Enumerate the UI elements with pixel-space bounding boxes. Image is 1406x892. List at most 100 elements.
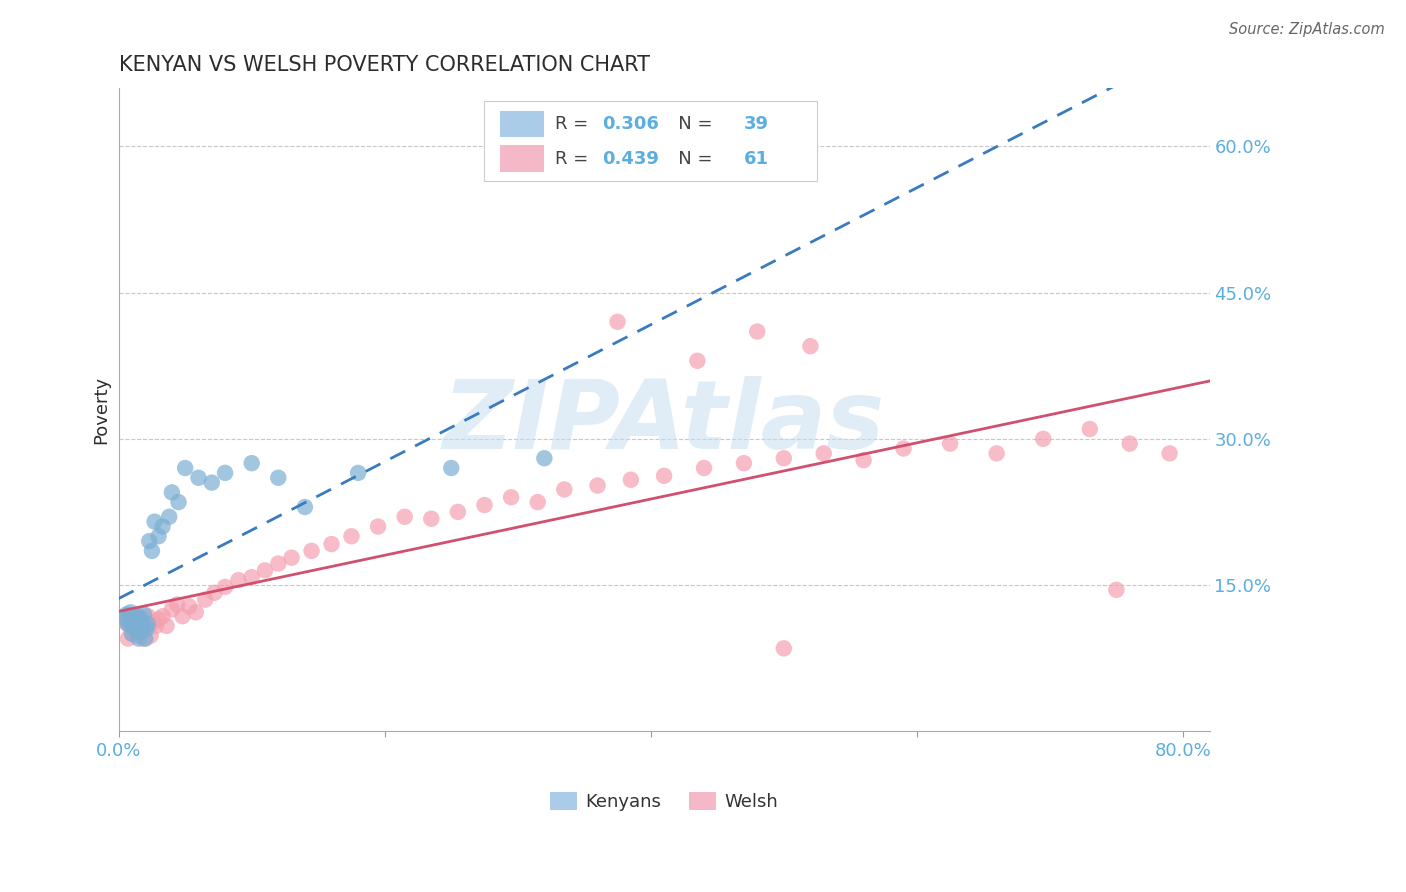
Point (652, 468, 675, 483)
Point (267, 557, 290, 571)
Point (986, 446, 1008, 460)
Point (124, 622, 146, 636)
Point (939, 436, 962, 450)
Point (1078, 422, 1101, 436)
Point (152, 519, 174, 533)
Point (115, 607, 138, 622)
Bar (484, 101, 817, 181)
Text: N =: N = (661, 115, 718, 133)
Point (114, 615, 136, 629)
Legend: Kenyans, Welsh: Kenyans, Welsh (550, 792, 779, 811)
Point (118, 609, 141, 624)
Point (134, 632, 156, 646)
Point (129, 612, 152, 626)
Point (733, 456, 755, 470)
Point (294, 500, 316, 514)
Point (125, 618, 148, 632)
Point (127, 614, 149, 628)
Y-axis label: Poverty: Poverty (93, 376, 110, 443)
Point (367, 519, 389, 533)
Point (184, 605, 207, 619)
Point (440, 461, 463, 475)
Point (253, 563, 276, 577)
Point (131, 615, 153, 629)
Point (1159, 446, 1181, 460)
Point (145, 619, 167, 633)
Point (114, 612, 136, 626)
Point (160, 602, 183, 616)
Bar (501, 145, 544, 172)
Point (240, 456, 263, 470)
Point (122, 615, 145, 629)
Point (813, 446, 835, 460)
Point (121, 626, 143, 640)
Point (1032, 432, 1054, 446)
Point (141, 544, 163, 558)
Point (131, 619, 153, 633)
Point (117, 632, 139, 646)
Point (138, 534, 160, 549)
Point (201, 475, 224, 490)
Point (136, 617, 159, 632)
Point (420, 512, 443, 526)
Point (124, 622, 146, 636)
Point (501, 490, 523, 504)
Point (122, 612, 145, 626)
Point (620, 473, 643, 487)
Text: N =: N = (661, 150, 718, 168)
Point (152, 609, 174, 624)
Point (194, 592, 217, 607)
Point (139, 629, 162, 643)
Point (606, 315, 628, 329)
Point (553, 483, 575, 497)
Point (118, 619, 141, 633)
Point (340, 529, 363, 543)
Point (132, 607, 155, 622)
Point (267, 471, 290, 485)
Text: R =: R = (555, 150, 593, 168)
Point (693, 461, 716, 475)
Point (204, 586, 226, 600)
Point (132, 632, 155, 646)
Point (214, 580, 236, 594)
Point (301, 544, 323, 558)
Text: R =: R = (555, 115, 593, 133)
Point (148, 529, 170, 543)
Point (157, 509, 180, 524)
Point (533, 451, 555, 466)
Text: Source: ZipAtlas.com: Source: ZipAtlas.com (1229, 22, 1385, 37)
Point (799, 339, 821, 353)
Point (127, 629, 149, 643)
Point (240, 570, 263, 584)
Point (280, 550, 302, 565)
Point (321, 537, 343, 551)
Text: ZIPAtlas: ZIPAtlas (443, 376, 886, 469)
Point (129, 612, 152, 626)
Point (129, 624, 152, 639)
Text: 0.306: 0.306 (602, 115, 659, 133)
Point (120, 609, 142, 624)
Point (526, 495, 548, 509)
Text: 61: 61 (744, 150, 769, 168)
Point (347, 466, 370, 480)
Point (124, 612, 146, 626)
Point (686, 353, 709, 368)
Point (167, 495, 190, 509)
Point (1118, 436, 1140, 450)
Point (214, 466, 236, 480)
Point (228, 573, 250, 587)
Point (121, 626, 143, 640)
Point (174, 461, 197, 475)
Point (128, 609, 150, 624)
Point (148, 612, 170, 626)
Point (172, 609, 194, 624)
Point (187, 471, 209, 485)
Point (128, 619, 150, 633)
Point (394, 509, 416, 524)
Point (136, 609, 159, 624)
Point (117, 617, 139, 632)
Point (474, 498, 496, 512)
Point (772, 641, 794, 656)
Point (586, 478, 609, 492)
Text: KENYAN VS WELSH POVERTY CORRELATION CHART: KENYAN VS WELSH POVERTY CORRELATION CHAR… (118, 55, 650, 75)
